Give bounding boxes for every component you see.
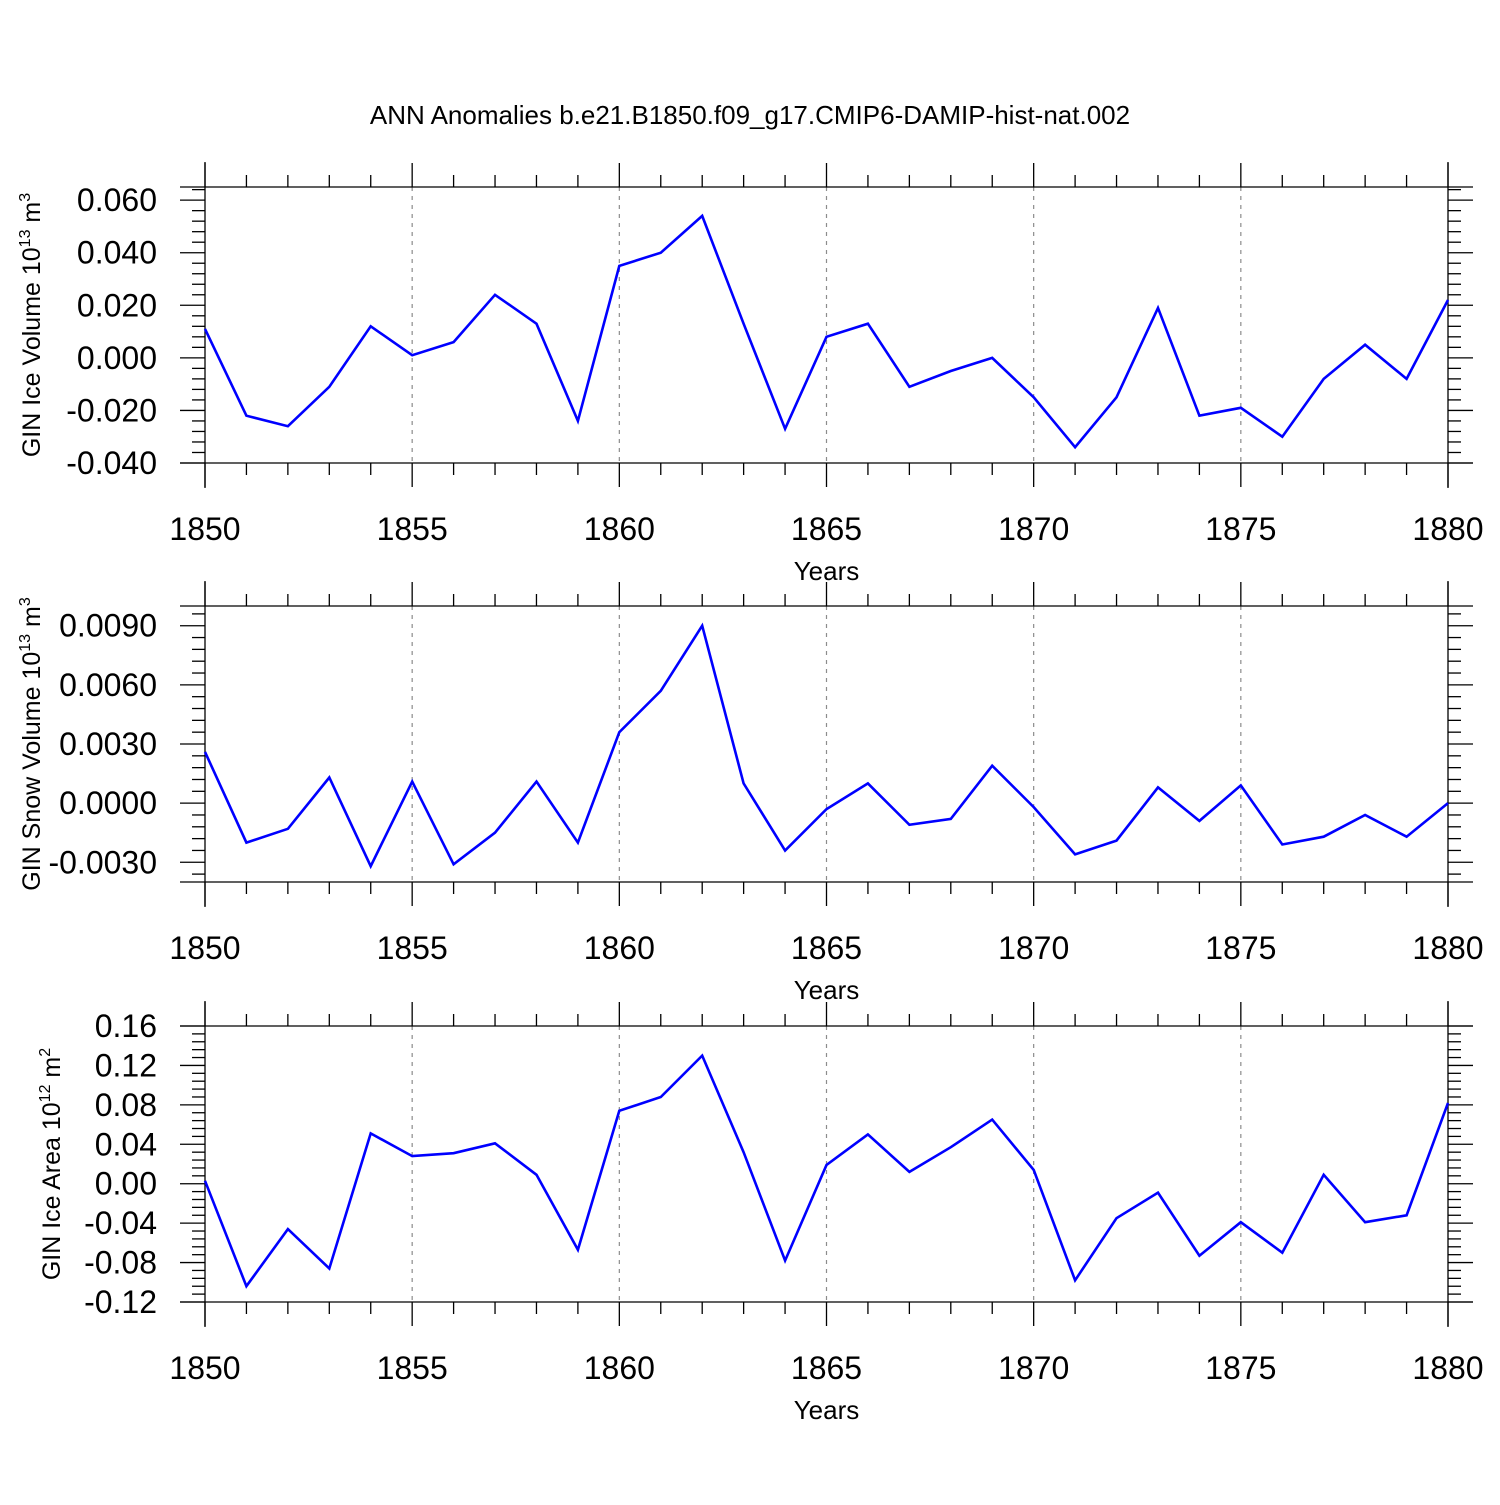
- x-tick-label: 1865: [791, 930, 862, 966]
- x-tick-label: 1860: [584, 930, 655, 966]
- y-tick-label: 0.020: [77, 287, 157, 323]
- figure-title: ANN Anomalies b.e21.B1850.f09_g17.CMIP6-…: [370, 100, 1130, 130]
- x-tick-label: 1875: [1205, 511, 1276, 547]
- x-axis-label: Years: [794, 1395, 860, 1425]
- y-tick-label: 0.04: [95, 1126, 157, 1162]
- x-tick-label: 1870: [998, 1350, 1069, 1386]
- x-tick-label: 1880: [1412, 930, 1483, 966]
- y-tick-label: 0.0060: [59, 667, 157, 703]
- x-tick-label: 1880: [1412, 1350, 1483, 1386]
- chart-panel-1: 1850 1855 1860 1865 1870 1875 1880 Years -0.040 -…: [17, 162, 1484, 586]
- series-line: [203, 622, 1449, 870]
- y-tick-label: 0.0090: [59, 608, 157, 644]
- y-tick-label: 0.060: [77, 182, 157, 218]
- y-axis-label: GIN Ice Volume 1013 m3: [17, 193, 46, 457]
- x-tick-label: 1875: [1205, 1350, 1276, 1386]
- y-tick-label: 0.000: [77, 340, 157, 376]
- x-tick-label: 1860: [584, 511, 655, 547]
- chart-panels: 1850 1855 1860 1865 1870 1875 1880 Years -0.040 -…: [17, 162, 1484, 1425]
- series-line: [203, 1053, 1450, 1289]
- y-tick-label: -0.08: [84, 1245, 157, 1281]
- series-line: [203, 213, 1450, 450]
- x-tick-label: 1875: [1205, 930, 1276, 966]
- y-tick-label: 0.12: [95, 1047, 157, 1083]
- y-tick-label: 0.0030: [59, 726, 157, 762]
- x-tick-label: 1880: [1412, 511, 1483, 547]
- y-tick-label: -0.040: [66, 445, 157, 481]
- y-tick-label: 0.0000: [59, 785, 157, 821]
- x-tick-label: 1865: [791, 511, 862, 547]
- y-tick-label: -0.020: [66, 392, 157, 428]
- chart-panel-2: 1850 1855 1860 1865 1870 1875 1880 Years -0.0030…: [17, 581, 1484, 1005]
- y-axis-label: GIN Ice Area 1012 m2: [37, 1048, 66, 1280]
- x-tick-label: 1870: [998, 930, 1069, 966]
- y-tick-label: 0.16: [95, 1008, 157, 1044]
- x-axis-label: Years: [794, 975, 860, 1005]
- chart-panel-3: 1850 1855 1860 1865 1870 1875 1880Years-0.12-0…: [37, 1001, 1484, 1425]
- y-tick-label: 0.040: [77, 235, 157, 271]
- y-tick-label: 0.00: [95, 1166, 157, 1202]
- x-tick-label: 1850: [169, 511, 240, 547]
- x-tick-label: 1855: [377, 1350, 448, 1386]
- x-tick-label: 1855: [377, 930, 448, 966]
- x-tick-label: 1850: [169, 930, 240, 966]
- y-axis-label: GIN Snow Volume 1013 m3: [17, 597, 46, 891]
- x-tick-label: 1870: [998, 511, 1069, 547]
- x-tick-label: 1850: [169, 1350, 240, 1386]
- y-tick-label: -0.0030: [48, 844, 157, 880]
- x-tick-label: 1860: [584, 1350, 655, 1386]
- y-tick-label: -0.12: [84, 1284, 157, 1320]
- x-axis-label: Years: [794, 556, 860, 586]
- y-tick-label: -0.04: [84, 1205, 157, 1241]
- x-tick-label: 1865: [791, 1350, 862, 1386]
- x-tick-label: 1855: [377, 511, 448, 547]
- y-tick-label: 0.08: [95, 1087, 157, 1123]
